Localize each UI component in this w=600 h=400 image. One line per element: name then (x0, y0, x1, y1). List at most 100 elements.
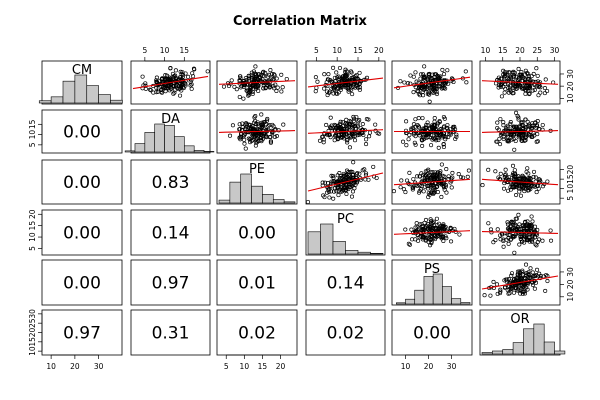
histogram-bar-cm (110, 99, 123, 104)
x-axis-tick-label-pe: 10 (240, 362, 250, 371)
scatter-point-ps-cm (413, 70, 418, 75)
scatter-point-pc-cm (356, 85, 361, 90)
scatter-point-ps-pe (399, 178, 404, 183)
scatter-point-or-da (514, 110, 519, 115)
scatter-point-ps-cm (423, 85, 428, 90)
scatter-point-or-pc (495, 227, 500, 232)
x-axis-tick-label-or: 30 (550, 46, 560, 55)
panel-or-or (479, 309, 561, 356)
scatter-point-pe-da (267, 123, 272, 128)
scatter-point-ps-pc (422, 220, 427, 225)
scatter-point-pe-cm (268, 68, 273, 73)
scatter-point-or-cm (523, 91, 528, 96)
histogram-bar-da (154, 123, 165, 153)
scatter-point-ps-cm (432, 74, 437, 79)
y-axis-tick-label-cm: 20 (566, 81, 575, 91)
scatter-point-pc-cm (337, 65, 342, 71)
scatter-point-or-pc (529, 214, 534, 219)
scatter-point-ps-da (443, 135, 448, 140)
scatter-point-or-da (530, 134, 535, 139)
scatter-point-pc-pe (341, 181, 347, 186)
scatter-point-or-cm (529, 74, 534, 79)
scatter-point-or-ps (521, 289, 526, 295)
scatter-point-pc-da (344, 117, 349, 122)
correlation-value-ps-cm: 0.00 (63, 274, 101, 294)
scatter-point-ps-pc (421, 235, 426, 240)
scatter-point-pc-cm (332, 75, 337, 80)
scatter-point-or-da (495, 120, 500, 125)
scatter-point-pe-da (240, 121, 245, 126)
scatter-point-ps-cm (438, 84, 443, 89)
scatter-point-ps-pe (443, 183, 448, 188)
scatter-point-or-ps (524, 285, 529, 290)
scatter-point-pe-cm (271, 72, 276, 77)
y-axis-tick-label-or: 10 (28, 346, 37, 356)
scatter-point-pc-da (317, 138, 323, 143)
scatter-point-or-pe (517, 189, 522, 194)
scatter-point-ps-pc (409, 227, 414, 232)
scatter-point-pe-da (250, 133, 255, 138)
scatter-point-pc-cm (313, 75, 318, 80)
scatter-point-pe-da (246, 122, 251, 127)
scatter-point-pc-da (342, 132, 347, 137)
scatter-point-pe-cm (246, 93, 251, 98)
scatter-point-pe-da (243, 131, 248, 137)
scatter-point-or-ps (488, 293, 493, 298)
scatter-point-ps-da (417, 125, 422, 130)
scatter-point-da-cm (176, 87, 181, 92)
correlation-value-da-cm: 0.00 (63, 123, 101, 143)
scatter-point-ps-pc (424, 224, 429, 229)
scatter-point-or-cm (534, 66, 539, 71)
scatter-point-ps-da (429, 133, 434, 138)
scatter-point-ps-cm (429, 76, 434, 81)
fit-line-da-cm (132, 75, 209, 90)
scatter-point-or-pe (536, 186, 541, 191)
scatter-point-ps-pe (391, 189, 397, 194)
scatter-point-or-pe (531, 183, 536, 189)
scatter-point-pc-pe (339, 189, 344, 194)
scatter-point-da-cm (154, 90, 159, 95)
scatter-point-or-pc (516, 212, 521, 217)
scatter-point-pc-cm (340, 78, 345, 83)
scatter-point-or-da (516, 117, 521, 122)
scatter-point-ps-da (413, 142, 418, 147)
histogram-bar-da (184, 145, 195, 153)
scatter-point-or-ps (515, 269, 521, 274)
scatter-point-or-pc (540, 238, 545, 243)
scatter-point-or-pe (496, 175, 501, 180)
scatter-point-or-pc (527, 237, 532, 242)
scatter-point-or-ps (528, 266, 533, 271)
scatter-point-or-pe (486, 167, 491, 172)
scatter-point-pc-pe (347, 170, 352, 175)
correlation-value-pc-pe: 0.00 (238, 224, 276, 244)
scatter-point-or-cm (526, 88, 531, 93)
variable-label-pe: PE (249, 162, 265, 177)
correlation-value-or-ps: 0.00 (413, 324, 451, 344)
scatter-point-or-da (497, 136, 502, 141)
scatter-point-pc-cm (330, 82, 335, 87)
scatter-point-da-cm (189, 86, 194, 91)
scatter-point-or-pe (501, 186, 507, 191)
panel-ps-cm (41, 259, 123, 306)
histogram-bar-pe (251, 185, 263, 204)
scatter-point-pc-da (366, 117, 371, 122)
histogram-bar-or (554, 350, 566, 355)
scatter-point-or-da (501, 136, 506, 141)
scatter-point-pe-da (249, 139, 254, 144)
scatter-point-or-pe (534, 190, 539, 195)
scatter-point-pe-cm (261, 69, 266, 74)
scatter-point-pc-da (367, 134, 372, 139)
scatter-point-pe-cm (274, 76, 279, 81)
scatter-point-pc-cm (349, 70, 354, 75)
scatter-point-pc-da (321, 140, 326, 145)
panel-pe-cm (41, 159, 123, 205)
scatter-point-pe-da (250, 138, 255, 143)
scatter-point-ps-pc (417, 235, 422, 240)
scatter-point-or-cm (502, 90, 507, 95)
scatter-point-pe-cm (241, 96, 246, 101)
scatter-point-pe-da (227, 133, 233, 138)
y-axis-tick-label-da: 5 (28, 142, 37, 147)
scatter-point-ps-cm (433, 78, 439, 83)
fit-line-ps-cm (393, 76, 471, 89)
scatter-point-ps-da (410, 125, 416, 130)
